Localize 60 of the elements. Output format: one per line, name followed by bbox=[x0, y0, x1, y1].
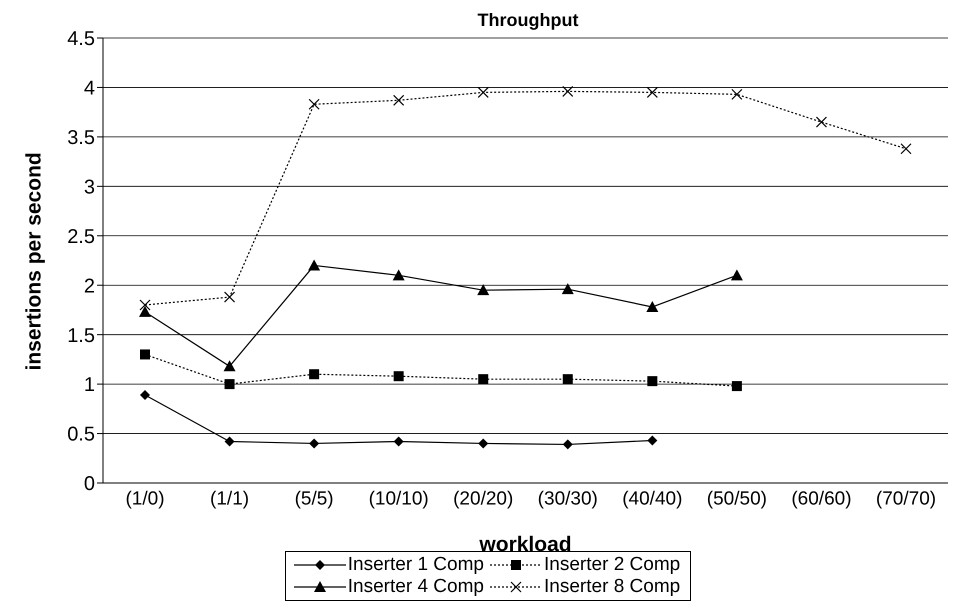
point bbox=[646, 86, 658, 98]
point bbox=[647, 435, 658, 446]
y-tick-label: 3.5 bbox=[67, 126, 95, 149]
point bbox=[478, 438, 488, 448]
legend-label: Inserter 4 Comp bbox=[348, 576, 484, 598]
point bbox=[224, 436, 235, 446]
point bbox=[900, 143, 912, 154]
y-axis-title: insertions per second bbox=[22, 152, 46, 370]
point bbox=[309, 438, 320, 448]
x-tick-label: (40/40) bbox=[622, 488, 682, 510]
point bbox=[562, 283, 574, 294]
point bbox=[224, 379, 235, 390]
x-tick-label: (70/70) bbox=[876, 488, 936, 510]
point bbox=[140, 349, 150, 360]
point bbox=[308, 259, 320, 270]
y-tick-label: 2.5 bbox=[67, 226, 95, 248]
point bbox=[394, 436, 404, 446]
point bbox=[477, 284, 490, 296]
y-tick-label: 1 bbox=[84, 374, 95, 396]
point bbox=[393, 94, 404, 106]
y-tick-label: 4.5 bbox=[67, 28, 95, 50]
point bbox=[646, 300, 658, 312]
point bbox=[478, 374, 488, 384]
point bbox=[224, 291, 236, 303]
y-tick-label: 2 bbox=[84, 275, 95, 298]
point bbox=[816, 116, 828, 128]
point bbox=[139, 306, 151, 317]
y-tick-label: 1.5 bbox=[67, 324, 95, 347]
legend-label: Inserter 1 Comp bbox=[348, 554, 484, 576]
point bbox=[308, 98, 320, 110]
y-tick-label: 4 bbox=[84, 78, 95, 100]
x-tick-label: (1/1) bbox=[210, 488, 250, 510]
x-tick-label: (5/5) bbox=[294, 488, 334, 510]
point bbox=[562, 86, 574, 97]
legend-label: Inserter 2 Comp bbox=[544, 554, 680, 576]
point bbox=[478, 86, 489, 98]
y-tick-label: 0 bbox=[84, 473, 95, 496]
point bbox=[647, 376, 658, 386]
x-tick-label: (50/50) bbox=[706, 488, 767, 510]
point bbox=[730, 269, 743, 280]
legend-label: Inserter 8 Comp bbox=[544, 576, 680, 598]
x-tick-label: (60/60) bbox=[791, 488, 852, 510]
point bbox=[224, 360, 236, 372]
x-tick-label: (30/30) bbox=[538, 488, 598, 510]
point bbox=[392, 269, 405, 280]
y-tick-label: 0.5 bbox=[67, 424, 95, 446]
point bbox=[732, 381, 742, 392]
point bbox=[394, 371, 404, 382]
point bbox=[562, 439, 573, 450]
point bbox=[731, 88, 742, 100]
point bbox=[140, 390, 150, 400]
chart-title: Throughput bbox=[476, 10, 580, 31]
x-tick-label: (20/20) bbox=[453, 488, 514, 510]
point bbox=[139, 299, 151, 311]
x-axis-title: workload bbox=[478, 533, 572, 556]
x-tick-label: (1/0) bbox=[125, 488, 165, 510]
point bbox=[562, 374, 573, 384]
x-tick-label: (10/10) bbox=[368, 488, 429, 510]
y-tick-label: 3 bbox=[84, 176, 95, 198]
point bbox=[309, 369, 320, 380]
